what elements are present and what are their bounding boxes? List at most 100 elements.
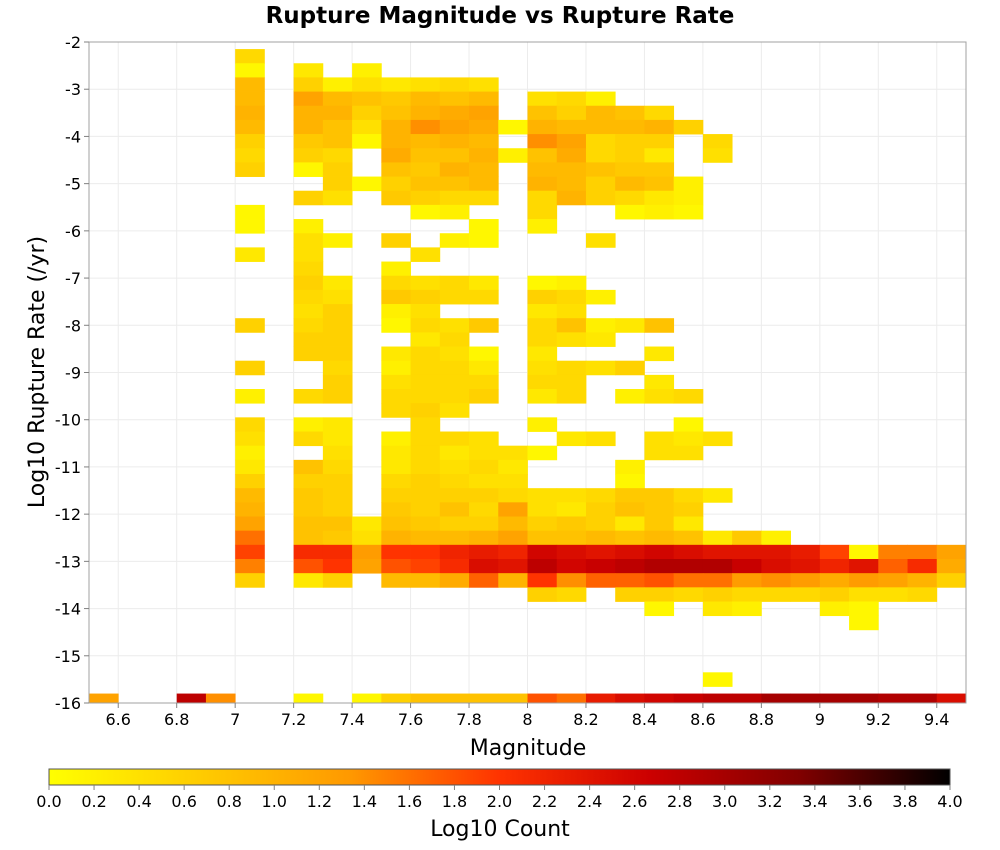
heatmap-cell — [410, 431, 441, 447]
heatmap-cell — [702, 134, 733, 149]
heatmap-cell — [439, 162, 470, 177]
heatmap-cell — [439, 233, 470, 248]
heatmap-cell — [381, 431, 411, 447]
heatmap-cell — [410, 105, 441, 121]
heatmap-cell — [498, 445, 528, 461]
heatmap-cell — [556, 332, 587, 347]
heatmap-cell — [644, 134, 675, 149]
colorbar-tick-label: 1.0 — [262, 792, 287, 811]
colorbar — [48, 768, 951, 786]
heatmap-cell — [936, 544, 967, 560]
heatmap-cell — [849, 573, 879, 588]
heatmap-cell — [527, 502, 558, 517]
heatmap-cell — [439, 332, 470, 347]
heatmap-cell — [381, 176, 411, 192]
heatmap-cell — [527, 530, 558, 546]
heatmap-cell — [498, 544, 528, 560]
heatmap-cell — [673, 544, 704, 560]
heatmap-cell — [235, 459, 265, 475]
heatmap-cell — [469, 91, 499, 107]
heatmap-cell — [322, 190, 353, 206]
heatmap-cell — [585, 176, 616, 192]
heatmap-cell — [293, 219, 324, 234]
heatmap-cell — [322, 162, 353, 177]
heatmap-cell — [235, 544, 265, 560]
heatmap-cell — [235, 502, 265, 517]
heatmap-cell — [615, 119, 645, 135]
heatmap-cell — [790, 559, 821, 574]
heatmap-cell — [381, 77, 411, 92]
heatmap-cell — [235, 389, 265, 404]
heatmap-cell — [381, 162, 411, 177]
colorbar-tick-label: 1.8 — [442, 792, 467, 811]
heatmap-cell — [293, 77, 324, 92]
heatmap-cell — [293, 530, 324, 546]
heatmap-cell — [527, 176, 558, 192]
heatmap-cell — [644, 559, 675, 574]
heatmap-cell — [352, 693, 382, 704]
heatmap-cell — [410, 360, 441, 376]
heatmap-cell — [527, 516, 558, 532]
heatmap-cell — [469, 289, 499, 305]
heatmap-cell — [527, 488, 558, 503]
heatmap-cell — [469, 474, 499, 489]
heatmap-cell — [293, 105, 324, 121]
heatmap-cell — [410, 417, 441, 432]
heatmap-cell — [293, 233, 324, 248]
heatmap-cell — [410, 332, 441, 347]
heatmap-cell — [469, 219, 499, 234]
heatmap-cell — [410, 559, 441, 574]
heatmap-cell — [469, 176, 499, 192]
heatmap-cell — [410, 275, 441, 291]
heatmap-cell — [410, 190, 441, 206]
heatmap-cell — [615, 148, 645, 163]
heatmap-cell — [673, 573, 704, 588]
heatmap-cell — [381, 105, 411, 121]
heatmap-cell — [849, 601, 879, 617]
heatmap-cell — [498, 693, 528, 704]
heatmap-cell — [469, 693, 499, 704]
heatmap-cell — [907, 693, 938, 704]
heatmap-cell — [381, 389, 411, 404]
heatmap-cell — [293, 693, 324, 704]
heatmap-cell — [527, 332, 558, 347]
heatmap-cell — [322, 573, 353, 588]
heatmap-cell — [322, 516, 353, 532]
colorbar-tick-label: 3.4 — [802, 792, 827, 811]
heatmap-cell — [644, 573, 675, 588]
heatmap-cell — [235, 445, 265, 461]
heatmap-cell — [527, 219, 558, 234]
heatmap-cell — [235, 573, 265, 588]
colorbar-tick-label: 2.6 — [622, 792, 647, 811]
heatmap-cell — [702, 544, 733, 560]
heatmap-cell — [527, 119, 558, 135]
heatmap-cell — [498, 474, 528, 489]
heatmap-cell — [293, 190, 324, 206]
colorbar-tick-label: 0.4 — [126, 792, 151, 811]
heatmap-cell — [322, 233, 353, 248]
heatmap-cell — [381, 559, 411, 574]
heatmap-cell — [235, 134, 265, 149]
heatmap-cell — [439, 275, 470, 291]
y-tick-label: -12 — [55, 505, 81, 524]
heatmap-cell — [439, 530, 470, 546]
heatmap-cell — [410, 445, 441, 461]
heatmap-cell — [439, 389, 470, 404]
heatmap-cell — [235, 417, 265, 432]
heatmap-cell — [410, 289, 441, 305]
heatmap-cell — [410, 91, 441, 107]
heatmap-cell — [556, 304, 587, 319]
heatmap-cell — [673, 389, 704, 404]
heatmap-cell — [381, 318, 411, 333]
y-tick-label: -8 — [65, 316, 81, 335]
heatmap-cell — [439, 190, 470, 206]
heatmap-cell — [293, 162, 324, 177]
heatmap-cell — [293, 459, 324, 475]
heatmap-cell — [235, 530, 265, 546]
heatmap-cell — [235, 318, 265, 333]
heatmap-cell — [439, 502, 470, 517]
heatmap-cell — [556, 431, 587, 447]
heatmap-cell — [322, 374, 353, 390]
heatmap-cell — [410, 119, 441, 135]
